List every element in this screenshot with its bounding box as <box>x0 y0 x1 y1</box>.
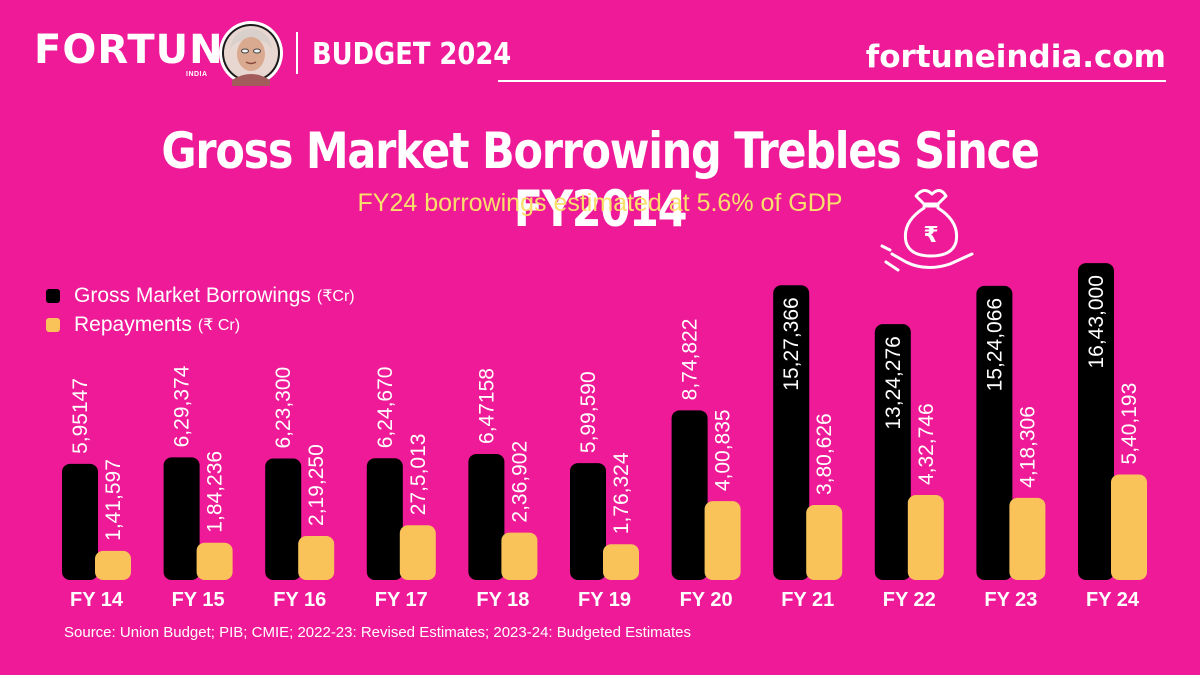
x-tick-label: FY 19 <box>578 589 631 611</box>
x-tick-label: FY 14 <box>70 589 124 611</box>
repayments-value-label: 1,84,236 <box>204 451 227 533</box>
borrowings-bar <box>366 458 403 580</box>
chart-title: Gross Market Borrowing Trebles Since FY2… <box>161 122 1039 238</box>
legend-label-repayments: Repayments <box>74 313 192 336</box>
repayments-value-label: 4,00,835 <box>712 409 735 491</box>
svg-text:₹: ₹ <box>923 223 938 248</box>
repayments-value-label: 27,5,013 <box>407 434 430 516</box>
repayments-bar <box>1009 497 1046 580</box>
x-tick-label: FY 23 <box>984 589 1037 611</box>
legend-swatch-borrowings <box>46 289 60 303</box>
repayments-bar <box>603 544 639 580</box>
brand-logo: FORTUNE <box>34 27 252 73</box>
borrowings-bar <box>671 410 708 580</box>
repayments-value-label: 3,80,626 <box>813 413 836 495</box>
header-rule <box>498 80 1166 82</box>
repayments-bar <box>298 535 335 580</box>
borrowings-bar <box>468 453 505 580</box>
legend-borrowings: Gross Market Borrowings (₹Cr) <box>46 284 355 308</box>
borrowings-bar <box>265 458 302 580</box>
borrowings-value-label: 6,23,300 <box>272 367 295 449</box>
borrowings-value-label: 6,24,670 <box>374 367 397 449</box>
repayments-bar <box>704 501 741 580</box>
borrowings-value-label: 8,74,822 <box>679 319 702 401</box>
repayments-value-label: 2,19,250 <box>305 444 328 526</box>
repayments-value-label: 1,76,324 <box>610 452 633 534</box>
borrowings-value-label: 6,29,374 <box>171 365 194 447</box>
site-url[interactable]: fortuneindia.com <box>865 39 1166 75</box>
repayments-value-label: 4,32,746 <box>915 403 938 485</box>
x-tick-label: FY 21 <box>781 589 834 611</box>
borrowings-bar <box>62 463 98 580</box>
repayments-value-label: 4,18,306 <box>1016 406 1039 488</box>
source-note: Source: Union Budget; PIB; CMIE; 2022-23… <box>64 624 692 641</box>
borrowings-value-label: 5,95147 <box>69 378 92 454</box>
borrowings-bar <box>1078 263 1114 580</box>
borrowings-bar <box>976 285 1013 580</box>
portrait-icon <box>219 21 283 86</box>
chart-subtitle: FY24 borrowings estimated at 5.6% of GDP <box>357 189 843 217</box>
borrowings-bar <box>570 463 606 580</box>
legend-swatch-repayments <box>46 318 60 332</box>
repayments-bar <box>399 525 436 580</box>
repayments-bar <box>907 495 944 580</box>
legend-unit-borrowings: (₹Cr) <box>316 288 355 305</box>
header-divider <box>296 32 298 74</box>
borrowings-bar <box>163 457 200 580</box>
brand-sub: INDIA <box>186 71 208 78</box>
x-tick-label: FY 24 <box>1086 589 1140 611</box>
legend-label-borrowings: Gross Market Borrowings <box>74 284 311 307</box>
x-tick-label: FY 18 <box>476 589 529 611</box>
x-tick-label: FY 17 <box>375 589 428 611</box>
repayments-bar <box>95 550 131 580</box>
legend-unit-repayments: (₹ Cr) <box>197 317 241 334</box>
x-tick-label: FY 16 <box>273 589 326 611</box>
section-title: BUDGET 2024 <box>312 37 512 72</box>
x-tick-label: FY 22 <box>883 589 936 611</box>
borrowings-bar <box>874 324 911 580</box>
repayments-bar <box>196 542 233 580</box>
borrowings-value-label: 15,24,066 <box>983 298 1006 391</box>
borrowings-value-label: 16,43,000 <box>1085 275 1108 368</box>
repayments-value-label: 2,36,902 <box>508 441 531 523</box>
repayments-value-label: 5,40,193 <box>1118 383 1141 465</box>
borrowings-value-label: 5,99,590 <box>577 371 600 453</box>
borrowings-value-label: 13,24,276 <box>882 336 905 429</box>
money-bag-icon: ₹ <box>880 189 974 272</box>
borrowings-bar <box>773 285 810 580</box>
x-tick-label: FY 20 <box>680 589 733 611</box>
repayments-bar <box>501 532 538 580</box>
repayments-bar <box>1111 474 1147 580</box>
borrowings-value-label: 15,27,366 <box>780 297 803 390</box>
x-tick-label: FY 15 <box>172 589 225 611</box>
repayments-value-label: 1,41,597 <box>102 459 125 541</box>
legend-repayments: Repayments (₹ Cr) <box>46 313 240 337</box>
repayments-bar <box>806 505 843 580</box>
borrowings-value-label: 6,47158 <box>475 368 498 444</box>
